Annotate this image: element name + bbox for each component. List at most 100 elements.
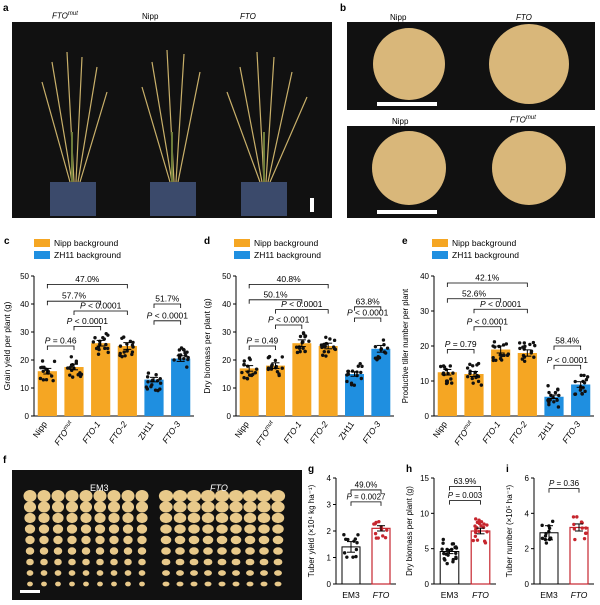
tuber xyxy=(97,581,103,587)
data-point xyxy=(479,383,484,387)
data-point xyxy=(322,349,326,354)
data-point xyxy=(352,383,357,387)
y-tick-label: 0 xyxy=(425,580,430,589)
x-tick-label-4: ZH11 xyxy=(136,419,156,441)
data-point xyxy=(69,355,74,359)
data-point xyxy=(385,528,389,532)
tuber xyxy=(83,581,89,587)
tuber xyxy=(260,581,268,587)
tuber xyxy=(172,490,188,502)
data-point xyxy=(280,366,284,370)
significance-bracket xyxy=(248,284,329,289)
data-point xyxy=(125,349,129,353)
data-point xyxy=(479,524,483,528)
tuber xyxy=(108,512,120,524)
annotation-1: P = 0.0027 xyxy=(347,492,386,501)
data-point xyxy=(475,363,479,367)
data-point xyxy=(476,379,481,384)
tuber xyxy=(53,547,63,555)
rice-plants-image xyxy=(41,49,314,216)
data-point xyxy=(494,358,498,362)
data-point xyxy=(442,365,447,369)
tuber xyxy=(26,558,34,566)
data-point xyxy=(104,342,108,347)
x-tick-label-2: FTO-1 xyxy=(480,419,502,445)
annotation-5: 51.7% xyxy=(155,294,180,304)
significance-bracket xyxy=(275,309,329,314)
bar-fto xyxy=(569,526,589,585)
tuber xyxy=(273,558,283,566)
significance-bracket xyxy=(449,486,481,491)
data-point xyxy=(38,376,43,381)
x-tick-label-1: FTO xyxy=(571,590,588,600)
y-axis-title: Dry biomass per plant (g) xyxy=(405,486,414,576)
tuber xyxy=(96,570,104,576)
data-point xyxy=(473,530,478,535)
y-axis-title: Productive tiller number per plant xyxy=(401,288,410,403)
data-point xyxy=(78,374,83,379)
data-point xyxy=(573,379,577,384)
data-point xyxy=(184,353,188,358)
data-point xyxy=(41,378,46,382)
tuber xyxy=(94,512,106,524)
data-point xyxy=(451,557,455,562)
tuber xyxy=(162,570,170,576)
legend-swatch-zh11 xyxy=(234,251,250,259)
y-tick-label: 0 xyxy=(525,580,530,589)
annotation-6: P < 0.0001 xyxy=(347,308,389,318)
tuber-image xyxy=(20,490,286,593)
data-point xyxy=(158,381,163,385)
chart-h: h 0 5 10 15 Dry biomass per plant (g) EM3 FTO 63… xyxy=(405,464,496,600)
data-point xyxy=(441,541,445,545)
data-point xyxy=(78,371,82,375)
panel-f-right-label: FTO xyxy=(210,483,228,493)
x-tick-label-1: FTOmut xyxy=(254,419,278,447)
bar-fto-1 xyxy=(91,343,111,416)
tuber xyxy=(95,535,105,545)
tuber xyxy=(190,581,198,587)
y-tick-label: 20 xyxy=(222,356,231,365)
y-tick-label: 5 xyxy=(425,545,430,554)
tuber xyxy=(202,524,214,534)
bar-fto xyxy=(464,374,484,416)
y-tick-label: 40 xyxy=(222,300,231,309)
tuber xyxy=(23,501,37,513)
data-point xyxy=(492,340,497,344)
data-point xyxy=(248,357,252,362)
tuber xyxy=(82,570,90,576)
data-point xyxy=(546,384,550,388)
data-point xyxy=(345,555,349,559)
data-point xyxy=(102,337,107,341)
data-point xyxy=(572,522,576,527)
chart-d: d Nipp background ZH11 background 0 10 20 30 40… xyxy=(202,236,394,447)
tuber xyxy=(201,501,215,513)
panel-i-label: i xyxy=(506,464,509,475)
tuber xyxy=(215,512,229,524)
tuber xyxy=(121,501,135,513)
bar-fto-1 xyxy=(491,349,511,416)
data-point xyxy=(51,378,55,383)
data-point xyxy=(44,377,49,382)
panel-b-bottom-photo xyxy=(347,126,595,218)
data-point xyxy=(269,367,274,371)
data-point xyxy=(493,345,497,349)
data-point xyxy=(544,541,549,545)
data-point xyxy=(583,389,587,394)
data-point xyxy=(360,364,364,369)
data-point xyxy=(454,555,458,559)
x-tick-label-0: EM3 xyxy=(441,590,459,600)
tuber xyxy=(108,524,120,534)
data-point xyxy=(359,370,363,375)
data-point xyxy=(356,364,361,368)
tuber xyxy=(271,512,285,524)
data-point xyxy=(385,346,390,350)
plant-label-2: Nipp xyxy=(142,12,159,21)
legend-label-zh11: ZH11 background xyxy=(452,250,519,260)
data-point xyxy=(324,354,328,358)
legend-label-zh11: ZH11 background xyxy=(254,250,321,260)
data-point xyxy=(468,362,472,367)
significance-bracket xyxy=(350,501,382,506)
tuber xyxy=(110,558,118,566)
data-point xyxy=(556,405,561,409)
y-tick-label: 40 xyxy=(420,272,429,281)
